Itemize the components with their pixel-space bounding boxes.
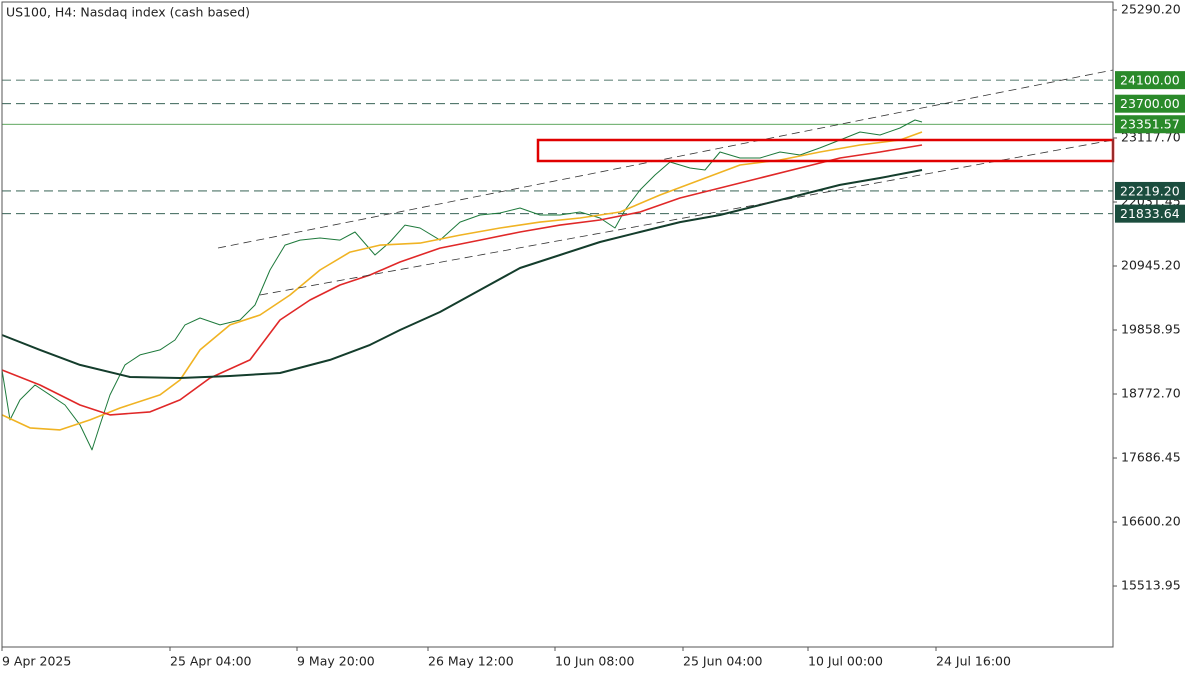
chart-title: US100, H4: Nasdaq index (cash based) bbox=[6, 5, 250, 20]
y-tick-label: 16600.20 bbox=[1121, 514, 1181, 529]
level-label-box bbox=[1115, 94, 1185, 113]
level-label-box bbox=[1115, 115, 1185, 134]
x-tick-label: 9 Apr 2025 bbox=[2, 654, 71, 669]
level-label-box bbox=[1115, 181, 1185, 200]
level-label-box bbox=[1115, 71, 1185, 90]
y-tick-label: 19858.95 bbox=[1121, 322, 1181, 337]
y-tick-label: 17686.45 bbox=[1121, 450, 1181, 465]
x-tick-label: 25 Apr 04:00 bbox=[170, 654, 252, 669]
level-label: 23351.57 bbox=[1120, 117, 1180, 132]
plot-area bbox=[1, 79, 1113, 451]
plot-border bbox=[1, 1, 1114, 648]
y-tick-label: 23117.70 bbox=[1121, 130, 1181, 145]
trend-line-upper bbox=[217, 69, 1114, 249]
x-tick-label: 25 Jun 04:00 bbox=[683, 654, 762, 669]
x-tick-label: 24 Jul 16:00 bbox=[936, 654, 1011, 669]
level-label: 24100.00 bbox=[1120, 73, 1180, 88]
series-line bbox=[1, 119, 923, 451]
x-tick-label: 9 May 20:00 bbox=[297, 654, 375, 669]
y-tick-label: 15513.95 bbox=[1121, 578, 1181, 593]
level-label-box bbox=[1115, 204, 1185, 223]
level-label: 23700.00 bbox=[1120, 96, 1180, 111]
series-line bbox=[1, 131, 923, 431]
x-tick-label: 26 May 12:00 bbox=[428, 654, 514, 669]
x-tick-label: 10 Jun 08:00 bbox=[555, 654, 634, 669]
trend-line-lower bbox=[259, 139, 1114, 296]
y-tick-label: 25290.20 bbox=[1121, 2, 1181, 17]
level-label: 22219.20 bbox=[1120, 183, 1180, 198]
level-label: 21833.64 bbox=[1120, 206, 1180, 221]
y-tick-label: 20945.20 bbox=[1121, 258, 1181, 273]
series-line bbox=[1, 144, 923, 416]
y-tick-label: 18772.70 bbox=[1121, 386, 1181, 401]
x-tick-label: 10 Jul 00:00 bbox=[808, 654, 883, 669]
